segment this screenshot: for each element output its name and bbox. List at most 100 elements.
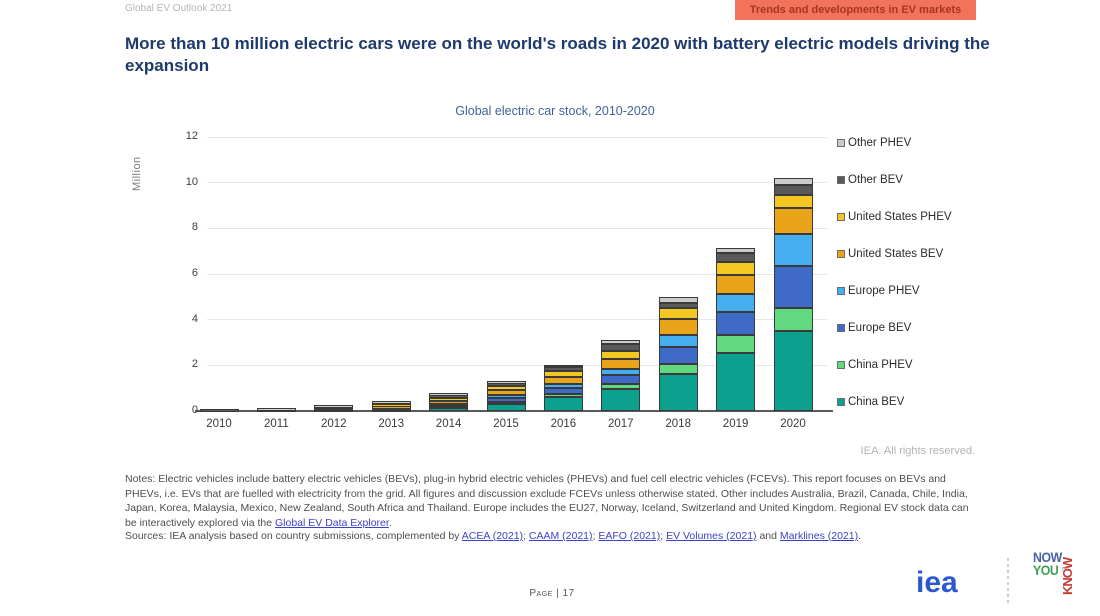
x-axis-line (195, 410, 833, 412)
bar-segment-2012-china-bev (314, 410, 354, 411)
y-tick-label-0: 0 (191, 404, 198, 416)
y-tick-label-4: 4 (191, 312, 198, 325)
bar-segment-2016-united-states-bev (543, 377, 583, 384)
bar-segment-2018-other-bev (658, 303, 698, 308)
bar-segment-2019-united-states-phev (716, 262, 756, 275)
bar-segment-2016-other-phev (543, 365, 583, 367)
x-tick-label-2018: 2018 (665, 418, 691, 430)
legend-item-united-states-phev: United States PHEV (837, 210, 952, 223)
bar-segment-2020-other-bev (773, 185, 813, 195)
bar-segment-2014-other-bev (429, 395, 469, 398)
legend-swatch-other-bev (837, 175, 845, 184)
bar-segment-2017-united-states-phev (601, 351, 641, 359)
bar-segment-2020-united-states-phev (773, 195, 813, 208)
sources-text: and (756, 530, 780, 542)
rights-notice: IEA. All rights reserved. (860, 445, 975, 457)
gridline-2 (207, 364, 827, 366)
x-tick-label-2013: 2013 (378, 418, 404, 430)
link-eafo-2021[interactable]: EAFO (2021) (598, 530, 661, 542)
x-tick-label-2011: 2011 (264, 418, 289, 430)
y-axis-label: Million (131, 156, 143, 192)
bar-segment-2017-europe-bev (601, 375, 641, 384)
bar-segment-2011-other-phev (256, 409, 296, 410)
bar-segment-2011-europe-bev (256, 410, 296, 411)
bar-segment-2020-europe-bev (773, 266, 813, 308)
bar-segment-2014-other-phev (429, 394, 469, 395)
bar-segment-2012-other-bev (314, 407, 354, 408)
bar-2017 (601, 137, 641, 411)
sources-text: ; (523, 530, 529, 542)
bar-segment-2018-united-states-bev (658, 319, 698, 335)
notes-text: Notes: Electric vehicles include battery… (125, 473, 969, 530)
notes-paragraph: Notes: Electric vehicles include battery… (125, 472, 983, 531)
x-tick-label-2014: 2014 (435, 418, 462, 430)
bar-2015 (486, 137, 526, 411)
bar-segment-2014-united-states-phev (429, 398, 469, 401)
bar-segment-2019-europe-phev (716, 294, 756, 312)
legend-label-other-phev: Other PHEV (848, 136, 912, 149)
link-acea-2021[interactable]: ACEA (2021) (461, 530, 524, 542)
legend-item-europe-bev: Europe BEV (837, 322, 952, 334)
bar-segment-2015-united-states-bev (486, 390, 526, 395)
legend-swatch-united-states-bev (837, 249, 845, 258)
bar-2014 (429, 137, 469, 411)
legend-label-united-states-phev: United States PHEV (848, 210, 952, 223)
page-title: More than 10 million electric cars were … (125, 34, 990, 76)
bar-segment-2020-europe-phev (773, 234, 813, 266)
bar-segment-2018-united-states-phev (658, 308, 698, 319)
page-number: Page | 17 (529, 588, 575, 599)
bar-segment-2013-other-bev (371, 403, 411, 404)
legend-swatch-europe-phev (837, 286, 845, 295)
bar-segment-2017-europe-phev (601, 369, 641, 375)
legend-label-europe-phev: Europe PHEV (848, 284, 920, 297)
link-caam-2021[interactable]: CAAM (2021) (528, 530, 593, 542)
legend-swatch-china-phev (837, 360, 845, 369)
bar-segment-2020-china-phev (773, 308, 813, 331)
x-tick-label-2016: 2016 (550, 418, 577, 430)
bar-segment-2014-china-bev (429, 408, 469, 411)
legend-swatch-united-states-phev (837, 212, 845, 221)
legend-item-europe-phev: Europe PHEV (837, 284, 952, 297)
iea-logo: iea (916, 566, 958, 599)
legend-label-china-phev: China PHEV (848, 358, 913, 371)
bar-segment-2019-china-bev (716, 353, 756, 411)
link-ev-volumes-2021[interactable]: EV Volumes (2021) (666, 530, 757, 542)
bar-2020 (773, 137, 813, 411)
bar-2011 (256, 137, 296, 411)
nyk-now-text: NOW (1033, 549, 1062, 565)
sources-text: Sources: IEA analysis based on country s… (125, 530, 462, 542)
bar-segment-2015-china-bev (486, 404, 526, 411)
bar-segment-2013-europe-bev (371, 409, 411, 410)
bar-2012 (314, 137, 354, 411)
gridline-6 (207, 273, 827, 275)
bar-segment-2014-united-states-bev (429, 401, 469, 404)
bar-segment-2013-europe-phev (371, 408, 411, 409)
legend-swatch-china-bev (837, 397, 845, 406)
bar-segment-2015-europe-phev (486, 395, 526, 398)
link-marklines-2021[interactable]: Marklines (2021) (779, 530, 859, 542)
bar-segment-2013-united-states-phev (371, 404, 411, 407)
bar-segment-2015-united-states-phev (486, 386, 526, 390)
bar-2010 (199, 137, 239, 411)
bar-2016 (543, 137, 583, 411)
bar-segment-2019-other-phev (716, 248, 756, 253)
link-global-ev-data-explorer[interactable]: Global EV Data Explorer (275, 517, 389, 530)
y-tick-label-2: 2 (191, 358, 198, 371)
bar-segment-2016-china-bev (543, 397, 583, 411)
nyk-text-column: NOW YOU (1033, 549, 1062, 596)
bar-segment-2020-other-phev (773, 178, 813, 185)
legend-swatch-other-phev (837, 138, 845, 147)
bar-segment-2018-china-phev (658, 364, 698, 374)
bar-segment-2016-united-states-phev (543, 371, 583, 377)
bar-segment-2012-united-states-bev (314, 409, 354, 410)
x-tick-label-2020: 2020 (780, 418, 806, 430)
section-badge: Trends and developments in EV markets (735, 0, 976, 20)
bar-2019 (716, 137, 756, 411)
bar-segment-2020-china-bev (773, 331, 813, 411)
bar-segment-2016-europe-bev (543, 388, 583, 394)
bar-segment-2017-other-bev (601, 344, 641, 351)
bar-segment-2013-china-bev (371, 410, 411, 411)
legend-swatch-europe-bev (837, 323, 845, 332)
sources-text: . (858, 530, 862, 542)
